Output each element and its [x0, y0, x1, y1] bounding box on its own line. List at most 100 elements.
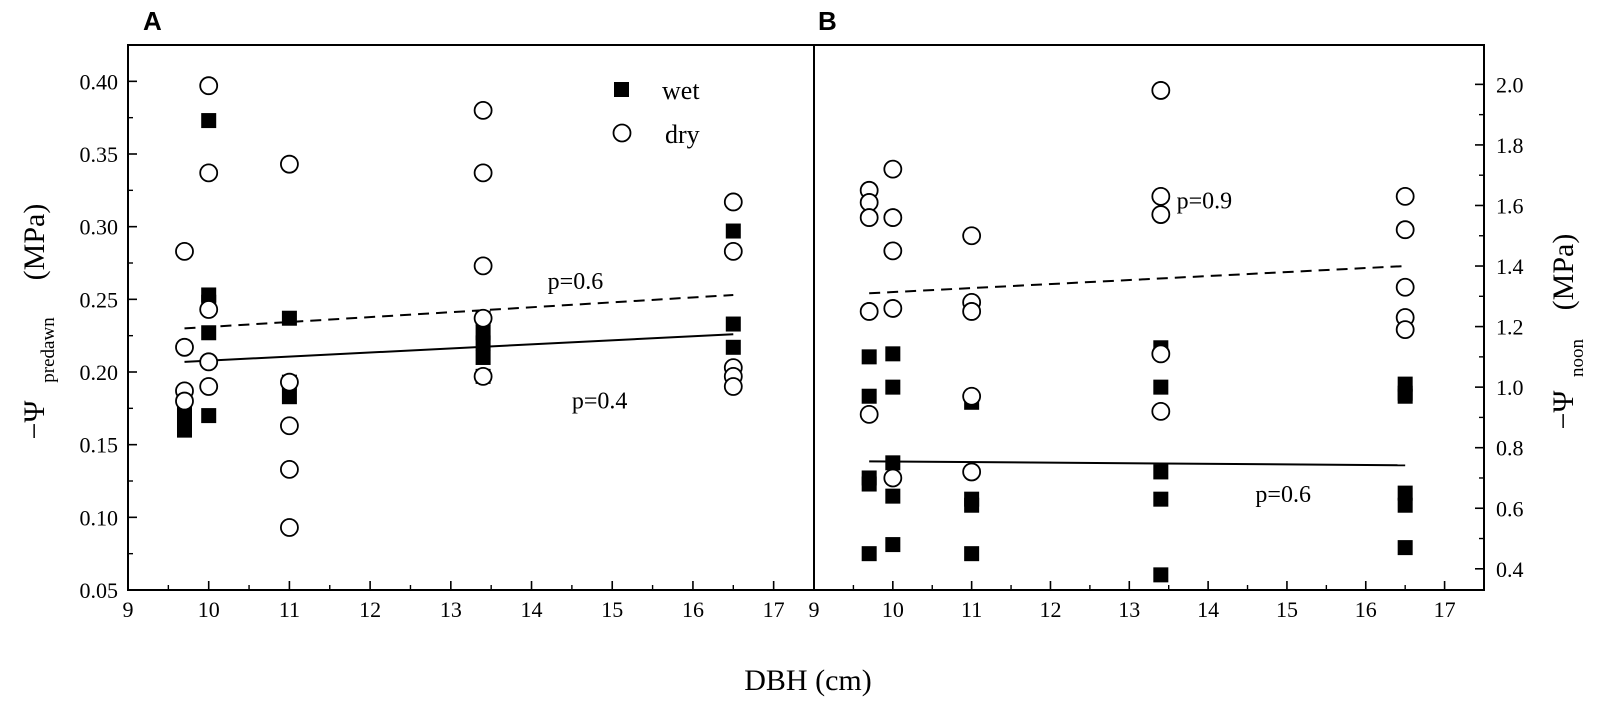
panel-a-p-value-label: p=0.4 — [572, 388, 628, 414]
panel-a-dry-point — [473, 101, 493, 120]
panel-b-wet-point — [885, 455, 901, 471]
panel-a-fit-lines — [184, 293, 734, 363]
panel-b-label: B — [818, 6, 837, 36]
panel-a-dry-point — [473, 308, 493, 328]
legend: wet dry — [612, 76, 700, 149]
panel-b-p-value-label: p=0.9 — [1177, 189, 1233, 215]
panel-b-wet-point — [1397, 485, 1413, 501]
panel-a-x-tick-label: 11 — [279, 597, 300, 622]
panel-b-dry-point — [883, 299, 903, 318]
panel-a-dry-point — [473, 163, 493, 183]
panel-b-fit-lines — [869, 265, 1406, 467]
panel-b-y-tick-label: 1.8 — [1496, 133, 1524, 158]
panel-b-y-tick-label: 1.4 — [1496, 254, 1524, 279]
panel-a-dry-point — [723, 192, 743, 212]
panel-a-fit-line-dry — [184, 293, 734, 330]
panel-a-wet-point — [281, 310, 297, 326]
panel-a-y-tick-label: 0.40 — [80, 69, 119, 94]
svg-text:−Ψ predawn (MPa): −Ψ predawn (MPa) — [18, 204, 59, 440]
panel-a-y-tick-label: 0.30 — [80, 215, 119, 240]
y-axis-right-unit: (MPa) — [1547, 234, 1580, 311]
panel-a-x-tick-label: 14 — [521, 597, 543, 622]
panel-a-frame — [127, 44, 815, 591]
panel-a-dry-point — [175, 337, 194, 357]
y-axis-right-subscript: noon — [1567, 339, 1588, 378]
panel-b-x-tick-label: 11 — [961, 597, 982, 622]
panel-b-dry-point — [962, 462, 982, 482]
panel-b-p-value-label: p=0.6 — [1255, 482, 1311, 508]
panel-a-y-tick-label: 0.05 — [80, 578, 119, 603]
panel-b-wet-point — [1397, 497, 1413, 513]
panel-b-annotations: p=0.9 p=0.6 — [1177, 189, 1311, 509]
panel-a-dry-point — [199, 352, 219, 372]
panel-a-x-tick-label: 15 — [601, 597, 623, 622]
panel-b-dry-point — [1395, 220, 1415, 240]
panel-a-wet-point — [725, 339, 741, 355]
panel-a-y-tick-label: 0.35 — [80, 142, 119, 167]
panel-a-x-tick-label: 13 — [440, 597, 462, 622]
panel-a-fit-line-wet — [184, 333, 734, 363]
legend-dry-label: dry — [665, 120, 700, 149]
panel-b-dry-point — [883, 208, 903, 227]
panel-a-dry-point — [280, 518, 299, 537]
panel-a-points — [175, 76, 743, 537]
panel-a-dry-point — [473, 256, 493, 276]
panel-a-dry-point — [199, 300, 219, 319]
panel-b-wet-point — [861, 476, 877, 492]
y-axis-left-unit: (MPa) — [18, 204, 51, 281]
panel-b-wet-point — [861, 546, 877, 562]
panel-a-dry-point — [199, 377, 219, 396]
panel-b-points — [859, 81, 1415, 583]
y-axis-left-symbol: −Ψ — [18, 400, 51, 440]
panel-b-dry-point — [962, 386, 982, 406]
panel-a-dry-point — [473, 366, 493, 386]
panel-b-y-tick-label: 0.8 — [1496, 436, 1524, 461]
panel-b-dry-point — [883, 241, 903, 261]
panel-a-dry-point — [723, 241, 743, 261]
panel-b-x-tick-label: 13 — [1118, 597, 1140, 622]
panel-a-x-tick-label: 16 — [682, 597, 704, 622]
panel-b-dry-point — [1151, 205, 1171, 224]
panel-b-wet-point — [885, 488, 901, 504]
panel-a-wet-point — [201, 113, 217, 129]
svg-text:−Ψ noon (MPa): −Ψ noon (MPa) — [1547, 234, 1588, 430]
panel-b-x-tick-label: 16 — [1355, 597, 1377, 622]
panel-a-dry-point — [175, 241, 194, 261]
panel-b-x-tick-label: 9 — [809, 597, 820, 622]
panel-b-wet-point — [1397, 540, 1413, 556]
panel-a-dry-point — [199, 163, 219, 183]
panel-a-x-tick-label: 10 — [198, 597, 220, 622]
panel-b-wet-point — [885, 346, 901, 362]
y-axis-left-subscript: predawn — [38, 317, 59, 383]
panel-a-annotations: p=0.6 p=0.4 — [548, 269, 628, 414]
panel-b-x-tick-label: 10 — [882, 597, 904, 622]
panel-b-wet-point — [861, 388, 877, 404]
panel-b-dry-point — [1151, 401, 1171, 421]
panel-b-y-tick-label: 0.4 — [1496, 557, 1524, 582]
panel-b-x-tick-label: 17 — [1434, 597, 1456, 622]
panel-b-wet-point — [1153, 491, 1169, 507]
panel-a-dry-point — [280, 459, 299, 479]
panel-a-y-tick-label: 0.15 — [80, 433, 119, 458]
panel-b-wet-point — [885, 537, 901, 553]
panel-b-ticks: 9 10 11 12 13 14 15 16 17 0.4 0.6 0.8 1.0 1.2 1.4 1.6 1.… — [809, 72, 1524, 622]
legend-wet-label: wet — [662, 76, 700, 105]
panel-a-wet-point — [201, 325, 217, 341]
panel-b-y-tick-label: 1.2 — [1496, 315, 1524, 340]
panel-b-wet-point — [885, 379, 901, 395]
panel-a-x-tick-label: 17 — [763, 597, 785, 622]
panel-b-y-tick-label: 1.0 — [1496, 375, 1524, 400]
panel-a-wet-point — [475, 349, 491, 365]
panel-b-dry-point — [962, 302, 982, 321]
panel-b-wet-point — [964, 497, 980, 513]
panel-b-dry-point — [883, 468, 903, 488]
panel-b-y-tick-label: 1.6 — [1496, 193, 1524, 218]
panel-b-dry-point — [1395, 320, 1415, 340]
panel-b-wet-point — [1153, 567, 1169, 583]
panel-a-wet-point — [201, 408, 217, 424]
panel-b-y-tick-label: 0.6 — [1496, 496, 1524, 521]
panel-b-y-tick-label: 2.0 — [1496, 72, 1524, 97]
panel-b-wet-point — [1397, 388, 1413, 404]
panel-b-dry-point — [1151, 344, 1171, 364]
